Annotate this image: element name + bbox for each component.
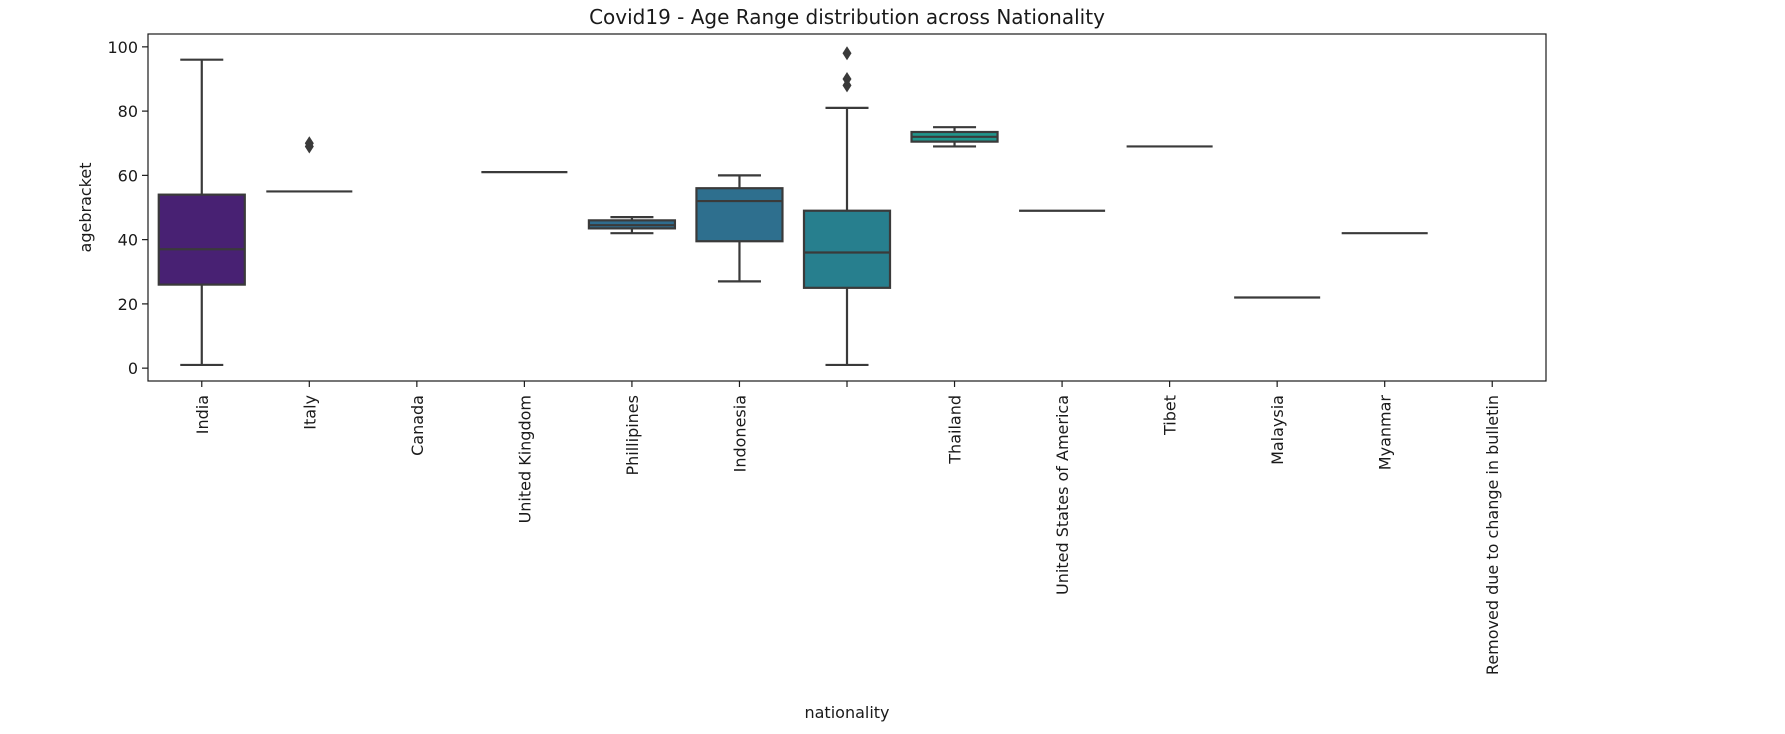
y-axis: 0 20 40 60 80 100	[107, 38, 148, 378]
box-phillipines	[587, 216, 677, 235]
box-india	[157, 58, 246, 367]
x-tick-label: India	[193, 395, 212, 434]
x-tick-label: Myanmar	[1376, 395, 1395, 471]
x-axis-label: nationality	[804, 703, 889, 722]
box-indonesia	[695, 174, 784, 283]
y-tick-label: 80	[118, 102, 138, 121]
box-body	[157, 193, 246, 286]
y-tick-label: 40	[118, 231, 138, 250]
x-tick-label: Removed due to change in bulletin	[1483, 395, 1502, 675]
y-tick-label: 60	[118, 166, 138, 185]
x-axis: India Italy Canada United Kingdom Phillipine…	[193, 381, 1502, 675]
y-tick-label: 0	[128, 359, 138, 378]
boxes-layer	[157, 46, 1428, 367]
box-body	[802, 209, 892, 289]
outlier-point	[842, 71, 852, 86]
x-tick-label: United States of America	[1053, 395, 1072, 595]
y-tick-label: 100	[107, 38, 138, 57]
y-axis-label: agebracket	[76, 163, 95, 253]
box-italy	[266, 136, 353, 193]
box-body	[695, 187, 784, 243]
outlier-point	[842, 46, 852, 61]
box-unlabeled	[802, 46, 892, 367]
x-tick-label: Thailand	[946, 395, 965, 465]
x-tick-label: Phillipines	[623, 395, 642, 476]
x-tick-label: Italy	[300, 395, 319, 430]
y-tick-label: 20	[118, 295, 138, 314]
box-thailand	[910, 126, 999, 148]
x-tick-label: Canada	[408, 395, 427, 456]
x-tick-label: Tibet	[1161, 395, 1180, 436]
x-tick-label: United Kingdom	[515, 395, 534, 523]
x-tick-label: Indonesia	[730, 395, 749, 472]
outlier-point	[304, 136, 314, 151]
chart-title: Covid19 - Age Range distribution across …	[589, 5, 1105, 29]
x-tick-label: Malaysia	[1268, 395, 1287, 465]
